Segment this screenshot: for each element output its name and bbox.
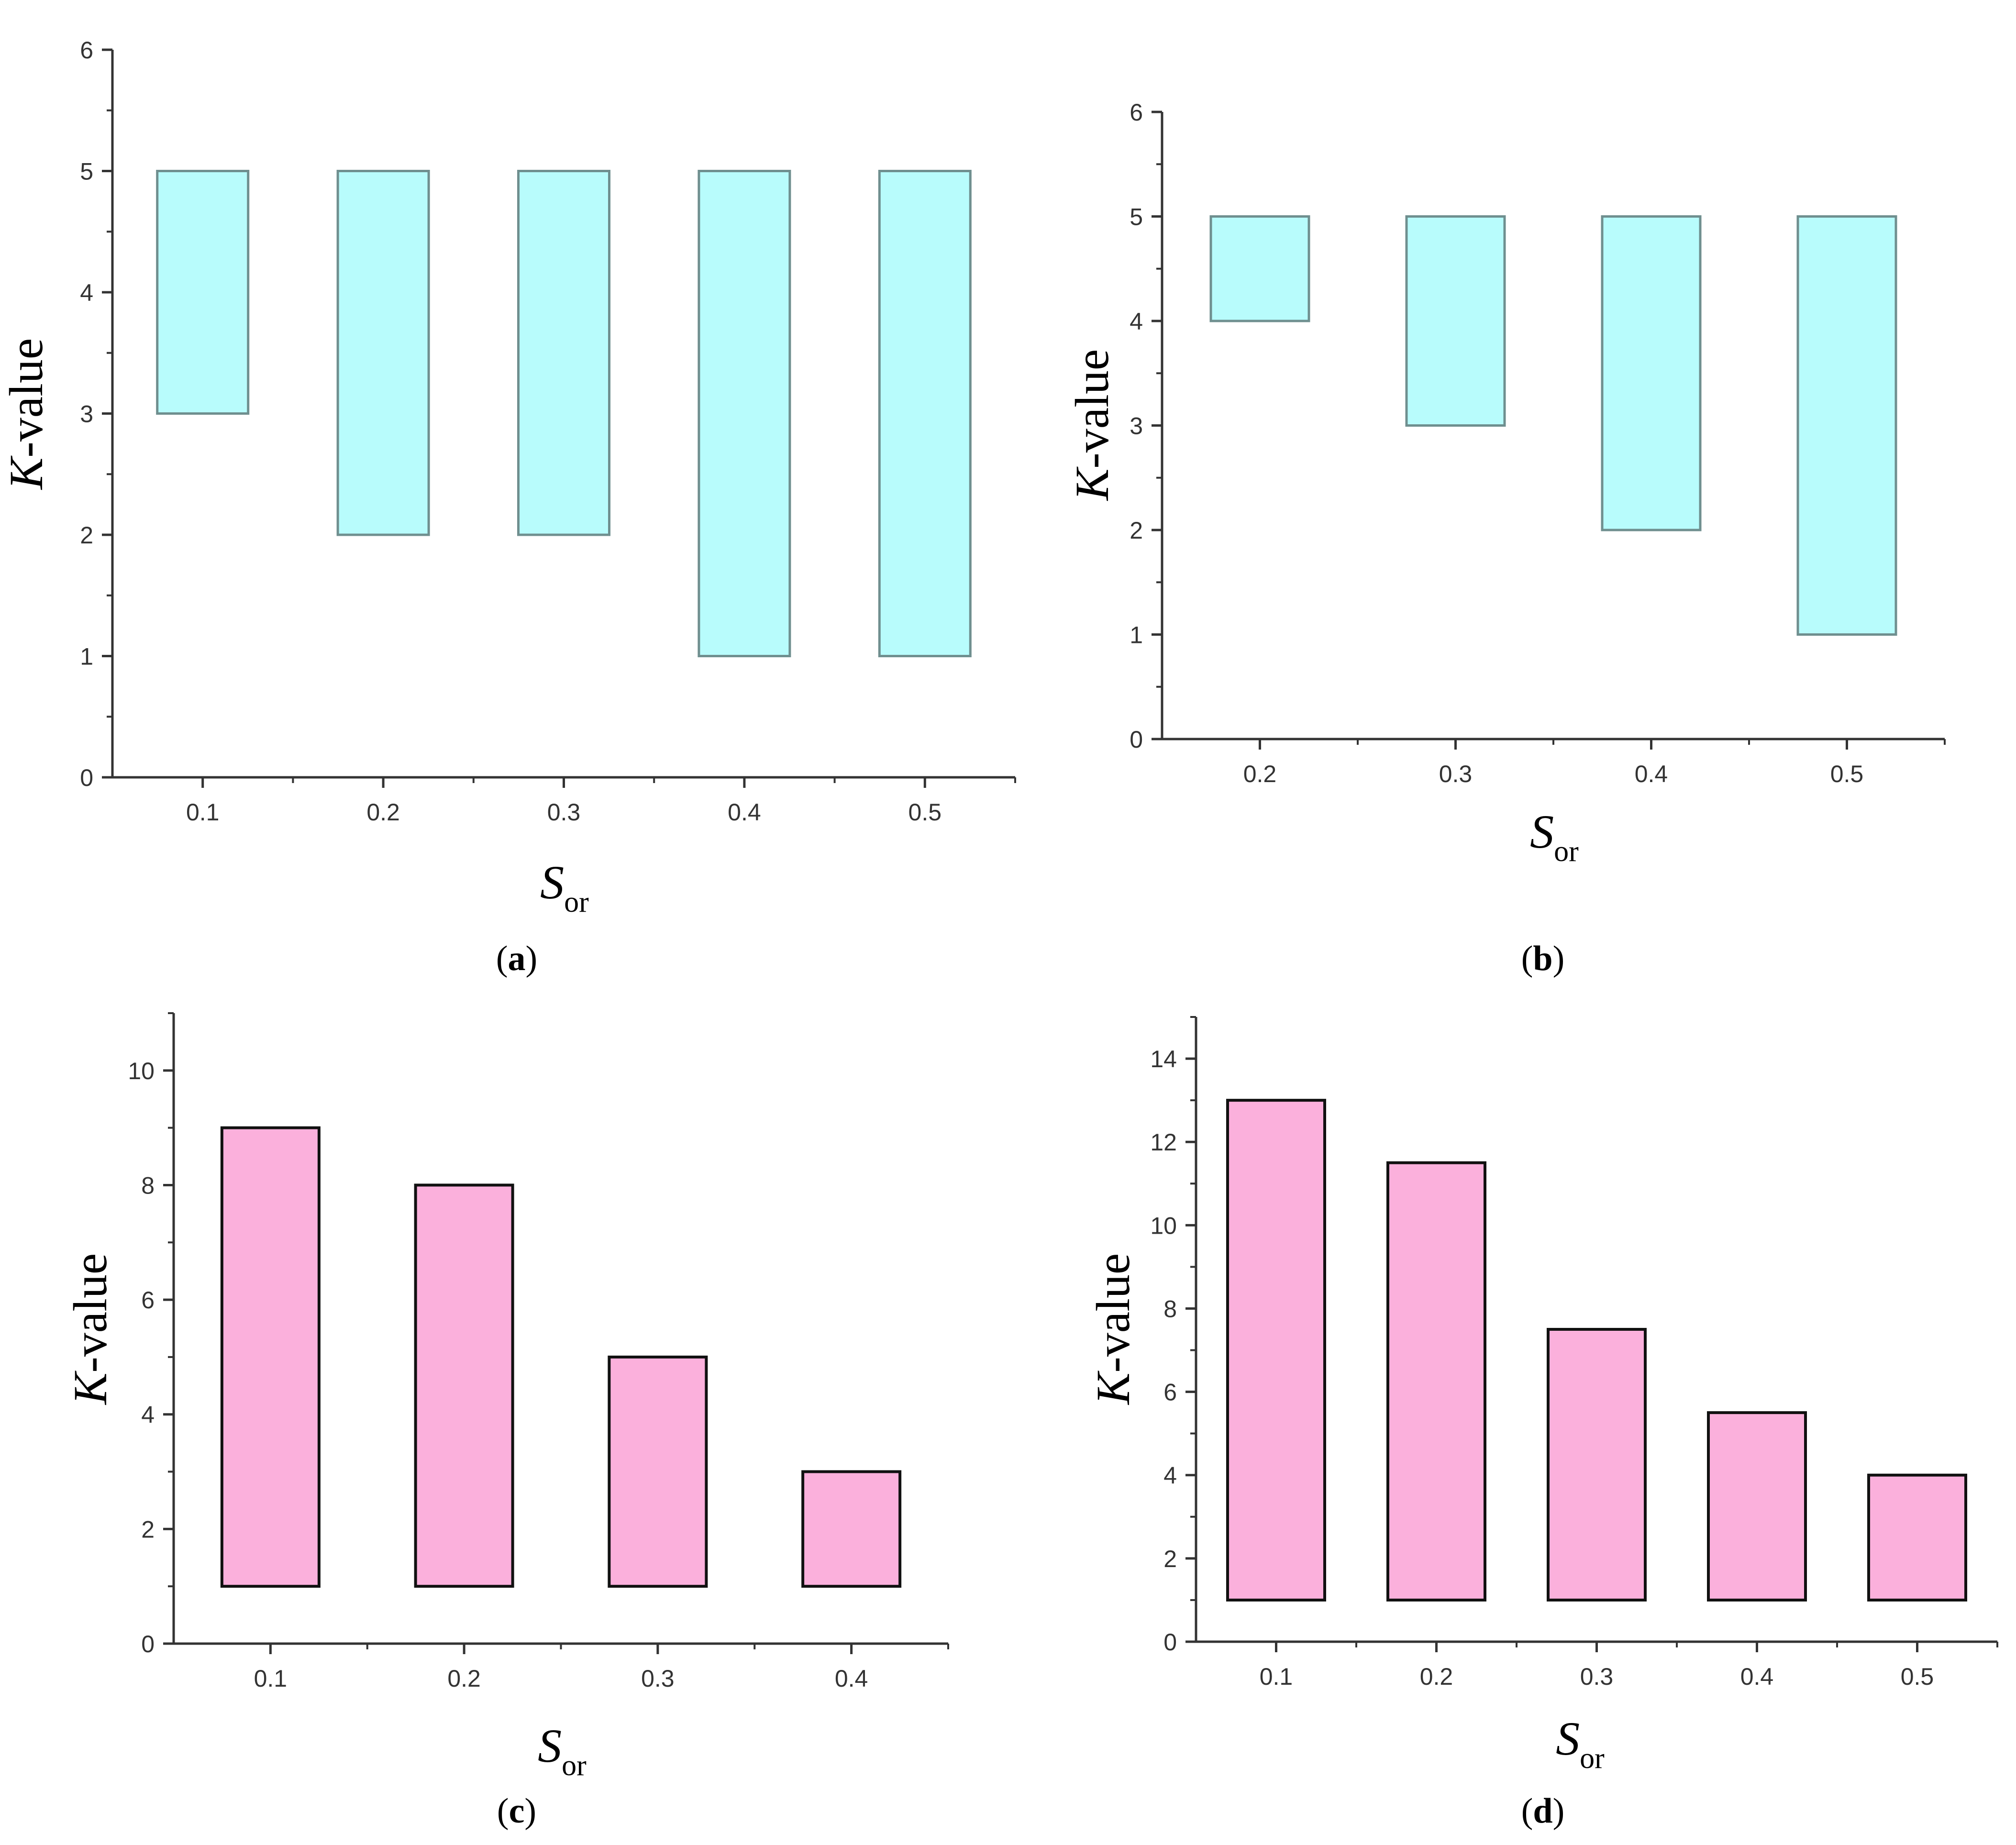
bar-a-0.5 xyxy=(878,170,972,657)
y-tick-label: 10 xyxy=(128,1058,155,1084)
y-tick-label: 10 xyxy=(1150,1212,1177,1239)
subplot-label: (d) xyxy=(1521,1791,1564,1831)
y-tick-label: 14 xyxy=(1150,1046,1177,1072)
x-tick-label: 0.2 xyxy=(1243,761,1277,787)
bar-c-0.2 xyxy=(414,1183,514,1588)
x-tick-label: 0.4 xyxy=(835,1665,868,1692)
x-tick-label: 0.3 xyxy=(1580,1663,1614,1690)
subplot-label: (c) xyxy=(497,1791,536,1831)
bar-d-0.4 xyxy=(1707,1411,1807,1602)
bar-d-0.2 xyxy=(1386,1161,1486,1602)
y-tick-label: 4 xyxy=(141,1402,155,1428)
y-tick-label: 6 xyxy=(141,1287,155,1314)
y-tick-label: 0 xyxy=(80,764,93,791)
x-tick-label: 0.3 xyxy=(1439,761,1473,787)
bar-a-0.2 xyxy=(336,170,430,536)
bar-c-0.4 xyxy=(801,1470,902,1588)
x-tick-label: 0.1 xyxy=(186,799,220,826)
x-tick-label: 0.4 xyxy=(1740,1663,1774,1690)
x-tick-label: 0.2 xyxy=(1420,1663,1453,1690)
x-axis-title: Sor xyxy=(1556,1712,1605,1775)
bar-a-0.4 xyxy=(698,170,791,657)
y-tick-label: 2 xyxy=(141,1516,155,1543)
x-axis-title: Sor xyxy=(1530,805,1579,868)
x-tick-label: 0.5 xyxy=(1830,761,1864,787)
y-tick-label: 2 xyxy=(80,522,93,549)
y-tick-label: 5 xyxy=(1130,204,1143,231)
subplot-label: (a) xyxy=(496,939,537,978)
y-tick-label: 8 xyxy=(141,1172,155,1199)
chart-b: 0 1 2 3 4 5 6 0.2 0.3 0.4 0.5 Sor K-value (b) xyxy=(1065,99,1946,978)
y-axis-title: K-value xyxy=(1086,1253,1140,1406)
x-tick-label: 0.3 xyxy=(547,799,581,826)
y-tick-label: 3 xyxy=(80,401,93,428)
bar-b-0.5 xyxy=(1796,215,1897,636)
y-tick-label: 4 xyxy=(1130,308,1143,335)
x-tick-label: 0.1 xyxy=(1260,1663,1293,1690)
y-tick-label: 4 xyxy=(1163,1462,1177,1489)
x-tick-label: 0.2 xyxy=(447,1665,481,1692)
y-tick-label: 0 xyxy=(1130,726,1143,753)
x-tick-label: 0.4 xyxy=(1635,761,1668,787)
y-tick-label: 0 xyxy=(141,1631,155,1657)
y-tick-label: 4 xyxy=(80,279,93,306)
x-tick-label: 0.5 xyxy=(908,799,942,826)
y-tick-label: 2 xyxy=(1130,517,1143,544)
bar-c-0.3 xyxy=(608,1355,708,1588)
y-tick-label: 6 xyxy=(80,37,93,64)
bar-d-0.5 xyxy=(1867,1473,1967,1602)
x-tick-label: 0.2 xyxy=(366,799,400,826)
x-tick-label: 0.1 xyxy=(254,1665,288,1692)
y-tick-label: 1 xyxy=(80,643,93,670)
y-tick-label: 8 xyxy=(1163,1295,1177,1322)
y-tick-label: 1 xyxy=(1130,622,1143,649)
y-tick-label: 3 xyxy=(1130,413,1143,440)
x-tick-label: 0.4 xyxy=(728,799,761,826)
bar-b-0.4 xyxy=(1601,215,1702,531)
y-axis-title: K-value xyxy=(0,338,53,491)
chart-d: 0 2 4 6 8 10 12 14 0.1 0.2 0.3 0.4 0.5 Sor K-value (d) xyxy=(1086,1016,1998,1831)
chart-a: 0 1 2 3 4 5 6 0.1 0.2 0.3 0.4 0.5 Sor K-value (a) xyxy=(0,37,1016,978)
bar-c-0.1 xyxy=(220,1126,321,1588)
y-tick-label: 6 xyxy=(1163,1379,1177,1406)
x-tick-label: 0.3 xyxy=(641,1665,675,1692)
x-axis-title: Sor xyxy=(540,856,589,918)
bar-b-0.2 xyxy=(1209,215,1310,322)
y-tick-label: 12 xyxy=(1150,1129,1177,1156)
y-tick-label: 5 xyxy=(80,158,93,185)
y-axis-title: K-value xyxy=(64,1253,117,1406)
bar-a-0.1 xyxy=(156,170,250,415)
subplot-label: (b) xyxy=(1521,939,1564,978)
bar-a-0.3 xyxy=(517,170,610,536)
y-tick-label: 0 xyxy=(1163,1629,1177,1656)
bar-d-0.3 xyxy=(1547,1328,1647,1602)
x-axis-title: Sor xyxy=(538,1719,587,1782)
y-axis-title: K-value xyxy=(1065,349,1119,502)
y-tick-label: 2 xyxy=(1163,1546,1177,1572)
chart-c: 0 2 4 6 8 10 0.1 0.2 0.3 0.4 Sor K-value (c) xyxy=(64,1012,949,1831)
x-tick-label: 0.5 xyxy=(1901,1663,1934,1690)
bar-d-0.1 xyxy=(1226,1099,1326,1602)
bar-b-0.3 xyxy=(1405,215,1506,427)
y-tick-label: 6 xyxy=(1130,99,1143,126)
